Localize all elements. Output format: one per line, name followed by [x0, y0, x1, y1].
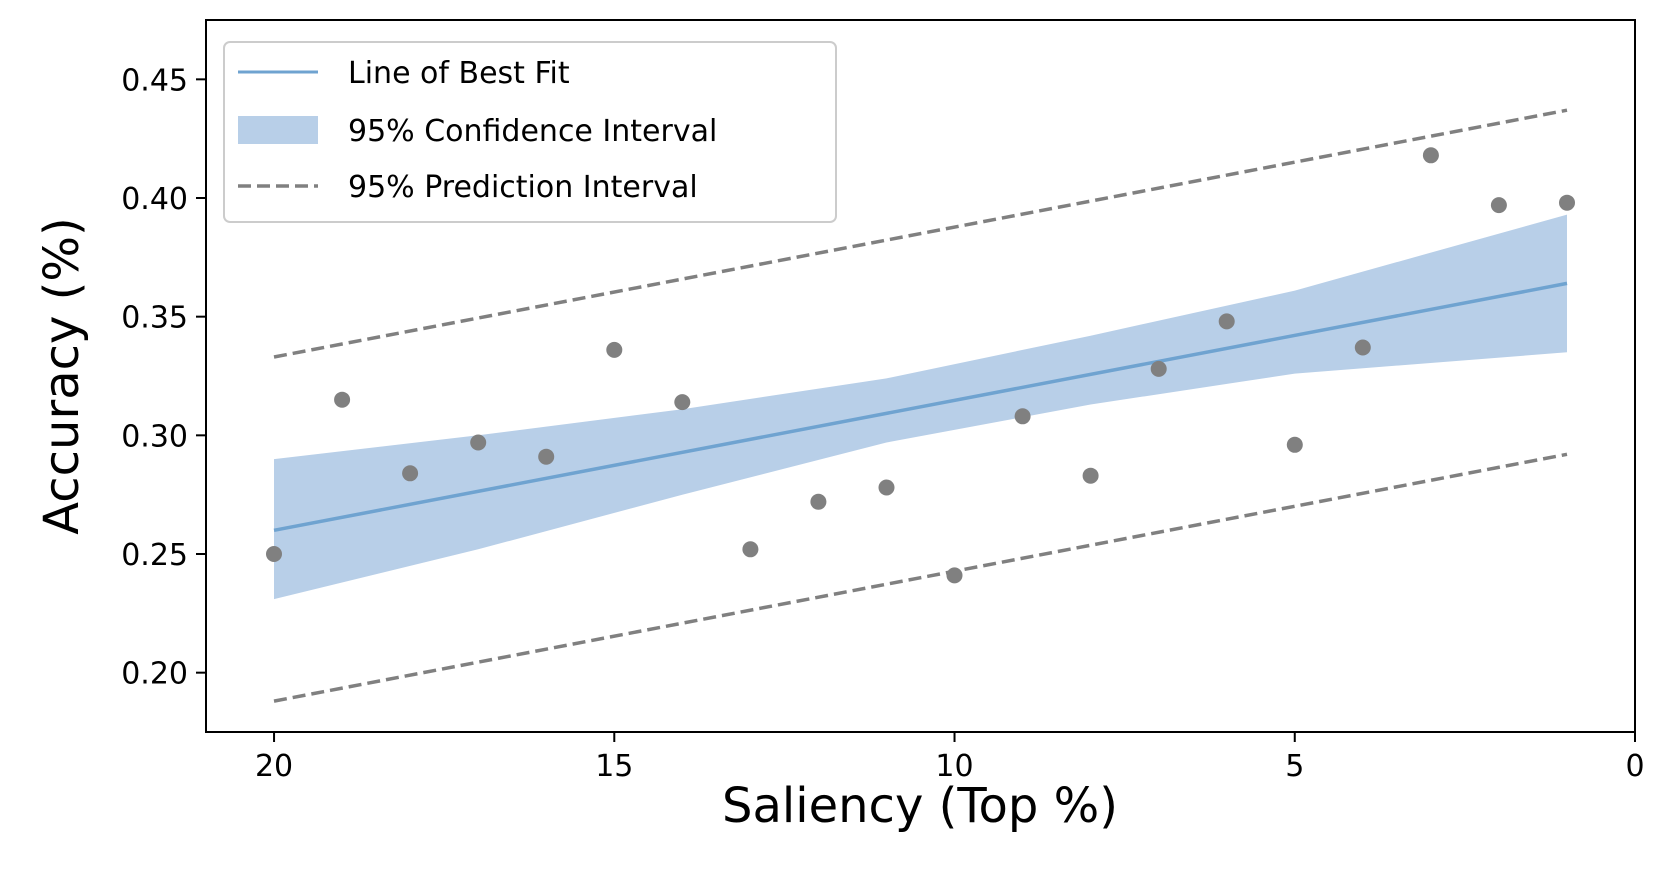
- data-point: [1218, 313, 1235, 330]
- best-fit-line: [273, 281, 1568, 533]
- data-point: [674, 394, 691, 411]
- y-axis-ticks: 0.20 0.25 0.30 0.35 0.40 0.45: [121, 63, 206, 692]
- data-point: [1422, 147, 1439, 164]
- data-point: [1490, 197, 1507, 214]
- data-point: [946, 567, 963, 584]
- legend-label-best-fit: Line of Best Fit: [348, 56, 570, 91]
- data-point: [538, 448, 555, 465]
- legend-label-confidence: 95% Confidence Interval: [348, 114, 717, 149]
- data-point: [470, 434, 487, 451]
- data-point: [810, 493, 827, 510]
- x-tick-label: 20: [255, 749, 293, 784]
- y-axis-title: Accuracy (%): [34, 217, 90, 534]
- data-point: [1286, 436, 1303, 453]
- y-tick-label: 0.45: [121, 63, 188, 98]
- data-point: [266, 546, 282, 562]
- prediction-interval-layer: [273, 108, 1568, 703]
- y-tick-label: 0.25: [121, 538, 188, 573]
- y-tick-label: 0.35: [121, 301, 188, 336]
- data-point: [1082, 467, 1099, 484]
- prediction-lower-line: [273, 452, 1568, 703]
- y-tick-label: 0.20: [121, 657, 188, 692]
- data-point: [606, 341, 623, 358]
- best-fit-layer: [273, 281, 1568, 533]
- x-tick-label: 5: [1285, 749, 1304, 784]
- legend: Line of Best Fit 95% Confidence Interval…: [223, 41, 837, 223]
- legend-label-prediction: 95% Prediction Interval: [348, 170, 698, 205]
- x-axis-ticks: 20 15 10 5 0: [255, 732, 1645, 784]
- y-tick-label: 0.30: [121, 419, 188, 454]
- legend-band-swatch: [238, 116, 318, 144]
- data-point: [1354, 339, 1371, 356]
- data-point: [402, 465, 419, 482]
- data-point: [742, 541, 759, 558]
- data-point: [1150, 360, 1167, 377]
- points-layer: [266, 147, 1575, 584]
- x-tick-label: 15: [595, 749, 633, 784]
- data-point: [334, 391, 351, 408]
- x-axis-title: Saliency (Top %): [722, 778, 1118, 834]
- x-tick-label: 0: [1625, 749, 1644, 784]
- prediction-upper-line: [273, 108, 1568, 359]
- data-point: [1014, 408, 1031, 425]
- y-tick-label: 0.40: [121, 182, 188, 217]
- legend-box: [223, 41, 837, 223]
- x-tick-label: 10: [935, 749, 973, 784]
- data-point: [1559, 194, 1575, 211]
- data-point: [878, 479, 895, 496]
- plot-frame: [205, 19, 1636, 733]
